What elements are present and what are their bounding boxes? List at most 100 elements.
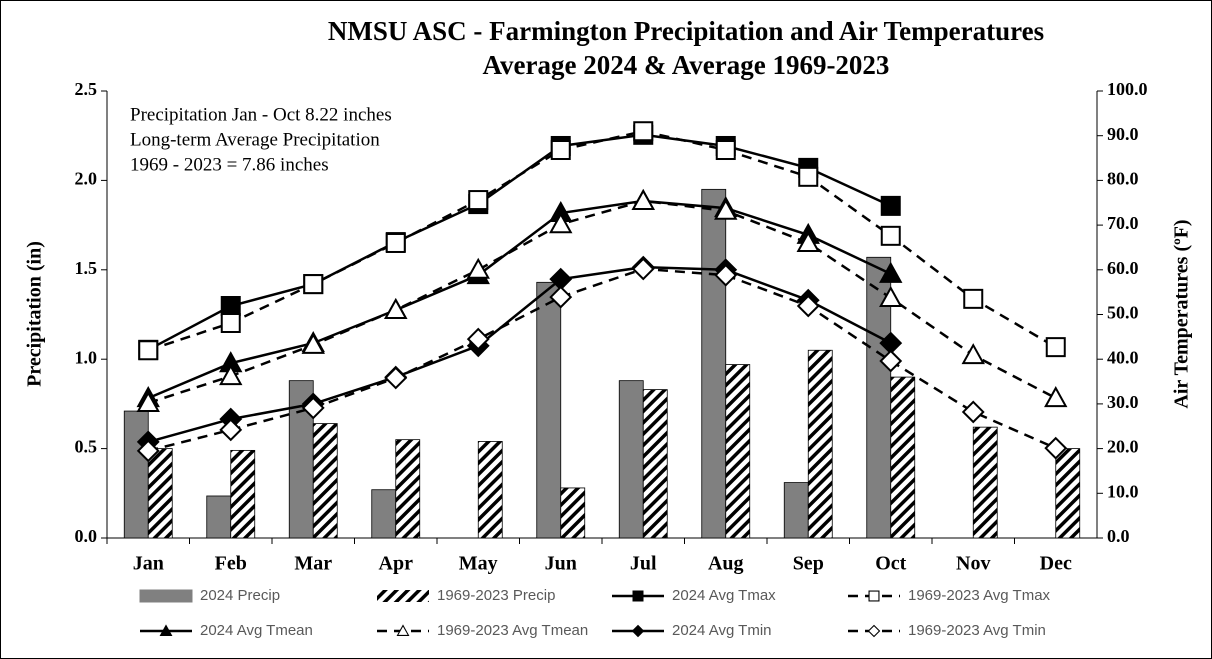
- y2-tick-label: 60.0: [1107, 258, 1139, 278]
- x-tick-label: Jun: [545, 553, 577, 575]
- x-tick-label: Sep: [793, 553, 824, 575]
- chart-title: NMSU ASC - Farmington Precipitation and …: [328, 16, 1044, 46]
- marker: [220, 296, 241, 317]
- y-tick-label: 0.5: [75, 437, 98, 457]
- y2-tick-label: 70.0: [1107, 213, 1139, 233]
- bar: [206, 495, 232, 539]
- legend-marker: [868, 590, 880, 602]
- marker: [1045, 337, 1066, 358]
- y-tick-label: 1.0: [75, 347, 98, 367]
- bar: [618, 380, 644, 539]
- legend-label: 1969-2023 Avg Tmax: [908, 587, 1051, 604]
- bar: [972, 426, 998, 539]
- bar: [725, 364, 751, 539]
- bar: [701, 188, 727, 539]
- x-tick-label: May: [459, 553, 498, 575]
- bar: [560, 487, 586, 539]
- legend-label: 2024 Avg Tmax: [672, 587, 776, 604]
- marker: [963, 288, 984, 309]
- legend-label: 1969-2023 Precip: [437, 587, 555, 604]
- bar: [371, 489, 397, 539]
- bar: [783, 482, 809, 539]
- legend-marker: [631, 624, 645, 638]
- bar: [1055, 448, 1081, 539]
- legend-marker: [159, 624, 173, 636]
- y2-tick-label: 90.0: [1107, 124, 1139, 144]
- marker: [714, 198, 738, 220]
- x-tick-label: Aug: [708, 553, 744, 575]
- marker: [136, 439, 160, 463]
- marker: [384, 366, 408, 390]
- bar: [312, 423, 338, 539]
- y-tick-label: 2.5: [75, 79, 98, 99]
- legend-marker: [632, 590, 644, 602]
- bar: [123, 410, 149, 539]
- marker: [1044, 386, 1068, 408]
- marker: [301, 332, 325, 354]
- marker: [715, 140, 736, 161]
- marker: [384, 297, 408, 320]
- bar: [147, 448, 173, 539]
- y2-tick-label: 0.0: [1107, 526, 1130, 546]
- bar: [807, 349, 833, 539]
- y-tick-label: 1.5: [75, 258, 98, 278]
- legend-label: 2024 Avg Tmin: [672, 622, 772, 639]
- marker: [796, 230, 820, 252]
- y2-tick-label: 10.0: [1107, 481, 1139, 501]
- marker: [138, 340, 159, 361]
- bar: [395, 439, 421, 539]
- marker: [136, 390, 160, 413]
- marker: [466, 257, 490, 279]
- y-axis-label: Precipitation (in): [24, 241, 46, 387]
- marker: [549, 212, 573, 234]
- x-tick-label: Jan: [133, 553, 164, 575]
- marker: [961, 343, 985, 365]
- bar: [642, 389, 668, 539]
- marker: [466, 327, 490, 351]
- legend-label: 1969-2023 Avg Tmean: [437, 622, 588, 639]
- y2-tick-label: 50.0: [1107, 303, 1139, 323]
- marker: [879, 349, 903, 373]
- marker: [879, 285, 903, 307]
- line: [147, 129, 1057, 352]
- legend-swatch: [377, 590, 429, 602]
- y2-tick-label: 80.0: [1107, 169, 1139, 189]
- line: [147, 199, 1057, 405]
- y-tick-label: 0.0: [75, 526, 98, 546]
- marker: [303, 274, 324, 295]
- marker: [961, 400, 985, 424]
- chart-subtitle: Average 2024 & Average 1969-2023: [483, 50, 890, 80]
- marker: [880, 225, 901, 246]
- marker: [468, 190, 489, 211]
- marker: [385, 232, 406, 253]
- bar: [890, 376, 916, 539]
- marker: [219, 418, 243, 442]
- marker: [1044, 436, 1068, 460]
- x-tick-label: Jul: [630, 553, 657, 575]
- legend-label: 1969-2023 Avg Tmin: [908, 622, 1046, 639]
- x-tick-label: Mar: [294, 553, 332, 575]
- line: [147, 265, 892, 444]
- marker: [631, 257, 655, 281]
- y-tick-label: 2.0: [75, 169, 98, 189]
- x-tick-label: Apr: [379, 553, 414, 575]
- marker: [798, 166, 819, 187]
- line: [147, 267, 1057, 453]
- x-tick-label: Dec: [1040, 553, 1072, 575]
- annotation: Precipitation Jan - Oct 8.22 inches: [130, 104, 392, 125]
- y2-tick-label: 40.0: [1107, 347, 1139, 367]
- legend-marker: [867, 624, 881, 638]
- marker: [879, 261, 903, 283]
- legend-marker: [396, 624, 410, 636]
- marker: [301, 396, 325, 420]
- marker: [220, 312, 241, 333]
- marker: [219, 364, 243, 386]
- legend-label: 2024 Avg Tmean: [200, 622, 313, 639]
- y2-axis-label: Air Temperatures (ºF): [1171, 219, 1193, 408]
- bar: [536, 281, 562, 539]
- legend-swatch: [139, 589, 193, 603]
- marker: [549, 285, 573, 309]
